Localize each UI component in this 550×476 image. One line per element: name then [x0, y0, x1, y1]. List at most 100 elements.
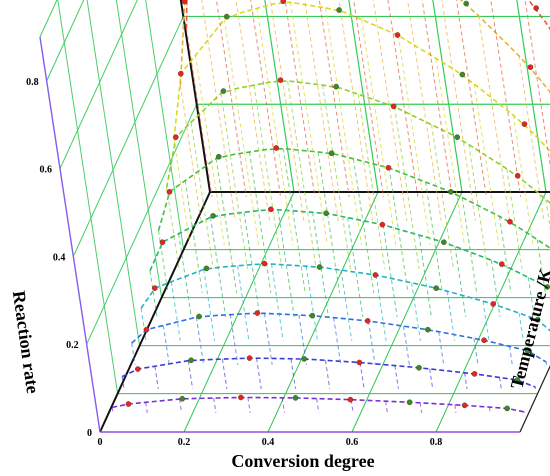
data-point	[273, 145, 280, 151]
surface-dropline	[347, 217, 364, 317]
data-point	[390, 103, 397, 110]
surface-curve	[185, 0, 550, 31]
data-point	[527, 64, 534, 70]
left-wall-grid-line	[86, 0, 141, 346]
data-point	[459, 71, 466, 78]
data-point	[521, 121, 528, 127]
data-points	[125, 0, 550, 412]
surface-dropline	[359, 362, 365, 389]
left-wall-grid-line	[59, 0, 138, 169]
surface-dropline	[269, 0, 305, 221]
data-point	[372, 272, 379, 278]
surface-dropline	[438, 331, 445, 365]
surface-dropline	[215, 158, 238, 293]
back-wall-grid-line	[516, 0, 547, 193]
surface-dropline	[149, 270, 158, 317]
surface-dropline	[277, 209, 295, 317]
data-point	[454, 134, 461, 140]
surface-dropline	[473, 83, 500, 245]
surface-dropline	[317, 151, 340, 293]
surface-dropline	[353, 0, 384, 197]
surface-dropline	[464, 372, 468, 389]
data-point	[177, 70, 184, 77]
data-point	[448, 189, 454, 195]
surface-dropline	[524, 0, 550, 168]
surface-dropline	[237, 265, 250, 341]
floor-grid-line	[267, 191, 379, 433]
data-point	[125, 401, 132, 407]
surface-dropline	[473, 338, 479, 365]
data-point	[507, 218, 513, 225]
data-point	[223, 13, 230, 20]
surface-dropline	[179, 85, 202, 221]
surface-dropline	[454, 246, 467, 317]
surface-dropline	[338, 0, 373, 221]
surface-dropline	[287, 80, 317, 269]
surface-dropline	[247, 397, 251, 413]
data-point	[316, 264, 323, 270]
data-point	[336, 7, 342, 13]
back-wall-grid-line	[432, 0, 463, 193]
surface-dropline	[411, 282, 421, 341]
grid-lines	[39, 0, 550, 433]
surface-dropline	[478, 15, 511, 221]
data-point	[385, 164, 392, 171]
surface-dropline	[490, 260, 501, 317]
data-point	[394, 32, 401, 38]
surface-dropline	[195, 55, 225, 245]
surface-dropline	[456, 0, 487, 197]
surface-dropline	[435, 58, 465, 245]
surface-dropline	[243, 212, 261, 317]
data-point	[301, 356, 308, 362]
data-point	[328, 150, 335, 157]
surface-dropline	[284, 0, 316, 197]
data-point	[181, 0, 188, 5]
surface-dropline	[454, 404, 457, 413]
surface-curve	[149, 208, 550, 292]
surface-dropline	[290, 358, 296, 389]
surface-dropline	[499, 377, 502, 389]
data-point	[143, 326, 150, 333]
data-point	[533, 5, 539, 11]
data-point	[356, 359, 363, 366]
left-wall-grid-line	[145, 0, 185, 250]
surface-dropline	[461, 197, 478, 293]
data-point	[471, 371, 478, 377]
surface-dropline	[173, 139, 191, 245]
y-axis-line	[519, 365, 550, 433]
surface-dropline	[111, 407, 114, 413]
data-point	[246, 355, 253, 361]
surface-dropline	[375, 275, 387, 341]
left-wall-grid-line	[86, 104, 198, 345]
surface-dropline	[190, 122, 214, 269]
surface-dropline	[145, 402, 148, 413]
data-point	[524, 347, 531, 354]
data-point	[433, 285, 440, 291]
frame-edge	[179, 0, 211, 193]
surface-dropline	[131, 343, 136, 365]
data-point	[504, 405, 510, 412]
left-wall-grid-line	[72, 16, 184, 257]
left-wall-grid-line	[57, 0, 119, 394]
surface-dropline	[140, 308, 147, 341]
surface-dropline	[316, 398, 320, 413]
floor-grid-line	[351, 191, 463, 433]
surface-dropline	[518, 313, 524, 341]
frame-edge	[99, 191, 211, 433]
data-point	[441, 239, 447, 245]
surface-dropline	[388, 167, 409, 293]
surface-dropline	[282, 148, 306, 293]
surface-dropline	[223, 19, 260, 245]
data-point	[292, 395, 299, 401]
z-tick-label: 0.2	[66, 340, 79, 351]
surface-dropline	[221, 359, 228, 389]
surface-curve	[179, 0, 550, 94]
data-point	[268, 206, 274, 213]
surface-dropline	[178, 233, 192, 317]
surface-dropline	[253, 85, 283, 269]
floor-grid-line	[435, 191, 547, 433]
surface-dropline	[509, 346, 513, 365]
surface-dropline	[418, 235, 432, 317]
